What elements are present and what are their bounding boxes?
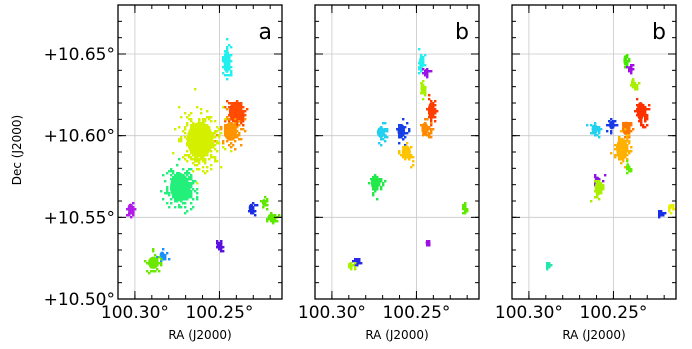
clump — [347, 262, 357, 271]
clump-core — [347, 262, 353, 267]
clump — [626, 64, 635, 75]
y-axis-label: Dec (J2000) — [10, 115, 24, 185]
y-tick-label: +10.50° — [44, 290, 115, 310]
clump — [418, 48, 427, 75]
x-tick-label: 100.25° — [185, 303, 253, 323]
clump-core — [462, 204, 465, 210]
clump-core — [216, 241, 222, 250]
clump — [545, 262, 553, 271]
clump — [222, 38, 233, 81]
clump-core — [668, 204, 672, 210]
clump — [260, 196, 269, 211]
clump-core — [545, 262, 550, 267]
clump — [610, 128, 633, 169]
clump-core — [425, 240, 428, 245]
clump — [248, 202, 259, 217]
clump-core — [148, 256, 159, 269]
clump-core — [170, 173, 190, 202]
clump-core — [623, 55, 628, 67]
clump — [420, 118, 435, 139]
clump-core — [420, 82, 425, 94]
clump-layer — [347, 48, 469, 271]
clump-core — [421, 122, 429, 136]
axes-frame — [511, 4, 677, 300]
clump-core — [608, 120, 615, 130]
clump — [590, 180, 605, 203]
clump — [160, 158, 199, 215]
y-tick-label: +10.55° — [44, 208, 115, 228]
clump-core — [424, 68, 428, 76]
panel-a: 100.30° 100.25° +10.50° +10.55° +10.60° +10.6… — [44, 4, 283, 342]
x-axis-label: RA (J2000) — [168, 328, 231, 342]
clump-core — [616, 137, 628, 160]
clump-core — [397, 124, 406, 138]
x-tick-label: 100.30° — [495, 303, 563, 323]
clump-core — [376, 126, 385, 138]
x-tick-label: 100.30° — [101, 303, 169, 323]
clump-core — [223, 49, 231, 73]
clump — [668, 204, 676, 215]
clump — [422, 68, 433, 79]
clump — [144, 248, 163, 275]
clump — [396, 118, 411, 147]
clump-core — [228, 101, 243, 123]
clump — [126, 202, 137, 219]
panel-letter: a — [259, 20, 272, 45]
clump — [156, 248, 171, 263]
clump — [586, 122, 603, 139]
clump — [623, 54, 631, 69]
clump-core — [591, 124, 599, 135]
x-tick-label: 100.25° — [382, 303, 450, 323]
clump-core — [630, 78, 635, 89]
clump-core — [267, 213, 276, 222]
x-tick-label: 100.30° — [298, 303, 366, 323]
clump-core — [657, 211, 662, 217]
clump-core — [594, 180, 602, 196]
clump — [368, 174, 387, 201]
clump — [216, 240, 225, 253]
clump-core — [418, 55, 425, 69]
clump — [352, 258, 363, 267]
clump-core — [628, 66, 631, 72]
clump — [626, 160, 633, 175]
clump-core — [427, 102, 435, 119]
clump-core — [248, 203, 254, 213]
clump — [634, 98, 651, 129]
clump — [214, 108, 247, 151]
clump — [657, 210, 667, 219]
clump-core — [626, 163, 630, 171]
clump-layer — [126, 38, 281, 275]
clump — [420, 80, 427, 101]
clump-core — [401, 145, 411, 159]
clump-core — [159, 251, 165, 259]
clump-core — [261, 198, 267, 207]
panel-b-second: 100.30° 100.25° RA (J2000) b — [495, 4, 677, 342]
clump — [462, 202, 469, 215]
x-axis-label: RA (J2000) — [562, 328, 625, 342]
clump — [172, 88, 233, 185]
x-tick-label: 100.25° — [579, 303, 647, 323]
clump — [630, 78, 641, 91]
panel-b: 100.30° 100.25° RA (J2000) b — [298, 4, 480, 342]
y-tick-label: +10.65° — [44, 45, 115, 65]
clump — [426, 94, 439, 127]
clump — [425, 240, 431, 247]
clump — [266, 212, 281, 225]
clump-core — [636, 101, 645, 121]
panel-letter: b — [455, 20, 469, 45]
clump-core — [186, 121, 214, 158]
clump-layer — [545, 54, 676, 271]
clump-core — [223, 122, 238, 141]
clump — [606, 118, 619, 135]
panel-letter: b — [652, 20, 666, 45]
axes-frame — [314, 4, 480, 300]
clump — [398, 142, 415, 169]
x-axis-label: RA (J2000) — [365, 328, 428, 342]
clump-core — [370, 175, 380, 191]
clump-core — [127, 203, 134, 214]
clump — [376, 122, 389, 147]
y-tick-label: +10.60° — [44, 127, 115, 147]
